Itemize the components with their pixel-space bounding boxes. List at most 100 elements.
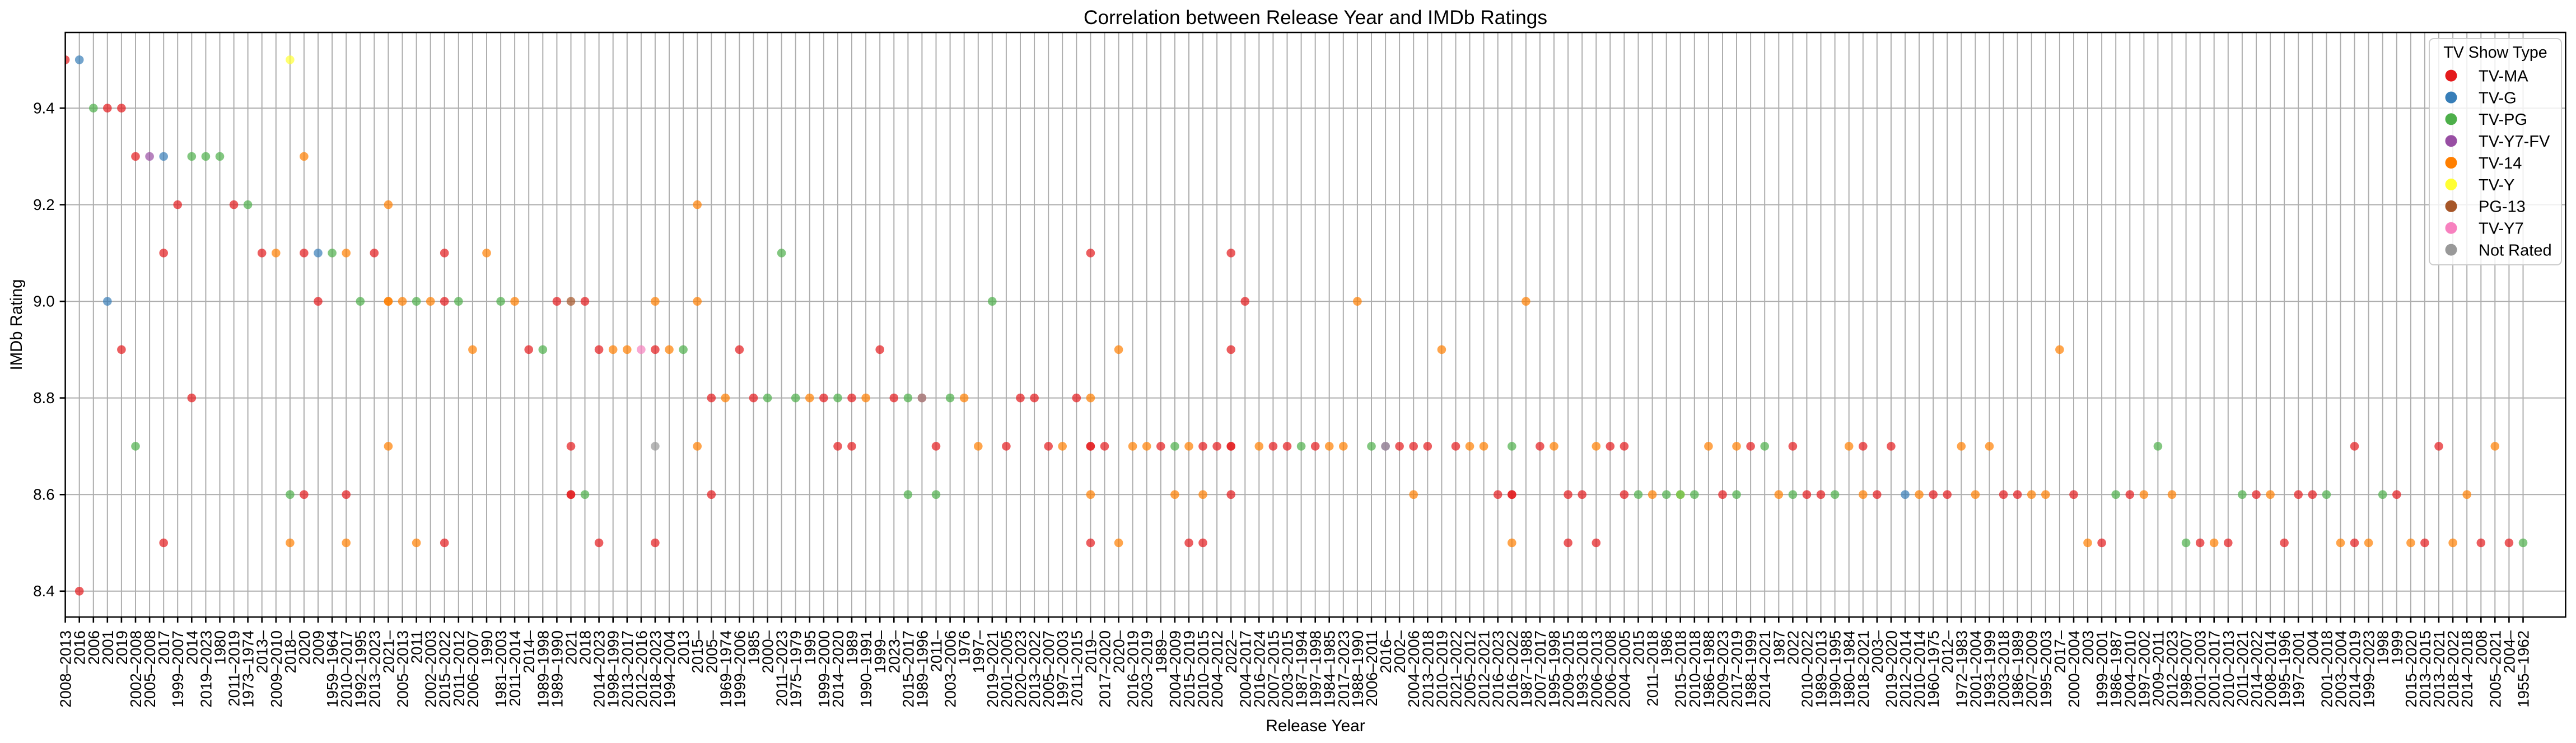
svg-text:1980: 1980 [212, 630, 229, 665]
svg-text:1989–1998: 1989–1998 [534, 630, 552, 708]
svg-text:TV-Y7: TV-Y7 [2479, 220, 2524, 238]
svg-text:2001–2003: 2001–2003 [2192, 630, 2209, 708]
svg-text:2009: 2009 [310, 630, 327, 665]
svg-text:2019–: 2019– [1082, 630, 1099, 673]
svg-text:9.2: 9.2 [33, 196, 54, 213]
svg-text:2004–2017: 2004–2017 [1236, 630, 1254, 708]
svg-text:2006: 2006 [85, 630, 102, 665]
svg-text:2014–: 2014– [520, 630, 538, 673]
svg-text:2003–2004: 2003–2004 [2332, 630, 2350, 708]
svg-text:2002–2008: 2002–2008 [127, 630, 144, 708]
svg-text:1988–1990: 1988–1990 [1349, 630, 1366, 708]
svg-text:9.4: 9.4 [33, 99, 54, 116]
svg-text:2006–2011: 2006–2011 [1363, 630, 1380, 707]
svg-text:2014–2022: 2014–2022 [2248, 630, 2265, 708]
svg-text:2005–: 2005– [703, 630, 720, 673]
svg-text:2020: 2020 [296, 630, 313, 665]
svg-text:1997–1998: 1997–1998 [1307, 630, 1324, 708]
svg-text:2009–2023: 2009–2023 [1714, 630, 1732, 708]
svg-text:2022–: 2022– [1222, 630, 1240, 673]
svg-text:TV-MA: TV-MA [2479, 67, 2528, 85]
svg-text:2006–2007: 2006–2007 [464, 630, 482, 708]
svg-text:2014: 2014 [183, 630, 200, 665]
svg-text:1987–1988: 1987–1988 [1518, 630, 1535, 708]
svg-text:1990–1995: 1990–1995 [1827, 630, 1844, 708]
svg-text:1999–2006: 1999–2006 [731, 630, 748, 708]
svg-text:2015–2022: 2015–2022 [436, 630, 454, 708]
svg-text:2005–2013: 2005–2013 [394, 630, 412, 708]
svg-text:IMDb Rating: IMDb Rating [7, 279, 26, 371]
svg-text:1997–2002: 1997–2002 [2135, 630, 2153, 708]
svg-text:2018–2022: 2018–2022 [2444, 630, 2462, 708]
svg-text:1986–1988: 1986–1988 [1700, 630, 1718, 708]
svg-text:1960–1975: 1960–1975 [1925, 630, 1942, 708]
svg-text:1987: 1987 [1770, 630, 1788, 665]
svg-text:1999–: 1999– [871, 630, 889, 673]
svg-text:2005–2008: 2005–2008 [141, 630, 158, 708]
svg-text:2015–2018: 2015–2018 [1672, 630, 1690, 708]
svg-text:1972–1983: 1972–1983 [1953, 630, 1970, 708]
svg-text:1955–1962: 1955–1962 [2515, 630, 2532, 708]
svg-text:2013–2021: 2013–2021 [2430, 630, 2448, 708]
svg-text:1989–1990: 1989–1990 [548, 630, 566, 708]
svg-text:2010–2017: 2010–2017 [338, 630, 355, 708]
svg-text:1999: 1999 [2388, 630, 2406, 665]
svg-text:2013–: 2013– [254, 630, 271, 673]
svg-text:2007–2015: 2007–2015 [1264, 630, 1282, 708]
svg-text:2021: 2021 [563, 630, 580, 665]
svg-text:2021–2022: 2021–2022 [1448, 630, 1465, 708]
svg-text:2007–2017: 2007–2017 [1532, 630, 1549, 708]
svg-text:2010–2018: 2010–2018 [1686, 630, 1704, 708]
svg-text:Not Rated: Not Rated [2479, 241, 2552, 259]
svg-text:2010–2019: 2010–2019 [1433, 630, 1450, 708]
svg-text:2020–: 2020– [1110, 630, 1128, 673]
svg-text:2004: 2004 [2304, 630, 2321, 665]
svg-text:TV Show Type: TV Show Type [2443, 44, 2547, 62]
svg-text:1989: 1989 [843, 630, 861, 665]
svg-text:1998–2007: 1998–2007 [2178, 630, 2195, 708]
svg-text:TV-14: TV-14 [2479, 155, 2522, 172]
svg-text:1990–1991: 1990–1991 [857, 630, 875, 708]
svg-text:2007–2009: 2007–2009 [2023, 630, 2041, 708]
svg-text:2011–2012: 2011–2012 [450, 630, 468, 707]
svg-text:2004–2005: 2004–2005 [1616, 630, 1633, 708]
svg-text:2021–: 2021– [380, 630, 397, 673]
svg-text:2004–: 2004– [2500, 630, 2518, 673]
svg-text:1969–1974: 1969–1974 [717, 630, 734, 708]
svg-text:2016–2023: 2016–2023 [1490, 630, 1507, 708]
svg-text:2008: 2008 [2472, 630, 2490, 665]
svg-text:8.4: 8.4 [33, 582, 54, 600]
svg-text:2016: 2016 [71, 630, 88, 665]
svg-text:2015–2017: 2015–2017 [899, 630, 917, 708]
svg-text:2012–2016: 2012–2016 [633, 630, 650, 708]
svg-text:2005–2007: 2005–2007 [1040, 630, 1057, 708]
svg-text:2014–2018: 2014–2018 [2458, 630, 2476, 708]
svg-text:2003–2015: 2003–2015 [1279, 630, 1296, 708]
svg-text:2003–: 2003– [1869, 630, 1886, 673]
svg-text:2008–2013: 2008–2013 [57, 630, 74, 708]
svg-text:1993–2018: 1993–2018 [1574, 630, 1591, 708]
svg-text:2004–2010: 2004–2010 [2121, 630, 2139, 708]
svg-text:2011–2015: 2011–2015 [1068, 630, 1085, 707]
svg-text:Release Year: Release Year [1266, 717, 1365, 735]
svg-text:2011–2019: 2011–2019 [226, 630, 243, 707]
svg-text:2000–: 2000– [759, 630, 777, 673]
svg-text:2018–2023: 2018–2023 [647, 630, 664, 708]
svg-text:2008–2014: 2008–2014 [2262, 630, 2279, 708]
svg-text:2012–: 2012– [1939, 630, 1956, 673]
svg-text:1994–2004: 1994–2004 [661, 630, 678, 708]
svg-text:Correlation between Release Ye: Correlation between Release Year and IMD… [1084, 7, 1547, 29]
svg-text:2012–2014: 2012–2014 [1897, 630, 1914, 708]
svg-text:1999–2000: 1999–2000 [815, 630, 833, 708]
svg-text:2011–2018: 2011–2018 [1644, 630, 1662, 707]
svg-text:2001: 2001 [99, 630, 116, 665]
svg-text:2012–2021: 2012–2021 [1476, 630, 1493, 708]
svg-text:1999–2007: 1999–2007 [169, 630, 186, 708]
svg-text:2018–: 2018– [282, 630, 299, 673]
svg-text:2013–2022: 2013–2022 [1026, 630, 1043, 708]
svg-text:2015–: 2015– [689, 630, 706, 673]
svg-text:1981–2003: 1981–2003 [492, 630, 510, 708]
svg-text:9.0: 9.0 [33, 293, 54, 310]
svg-text:2004–2009: 2004–2009 [1166, 630, 1184, 708]
svg-text:2014–2019: 2014–2019 [2346, 630, 2364, 708]
